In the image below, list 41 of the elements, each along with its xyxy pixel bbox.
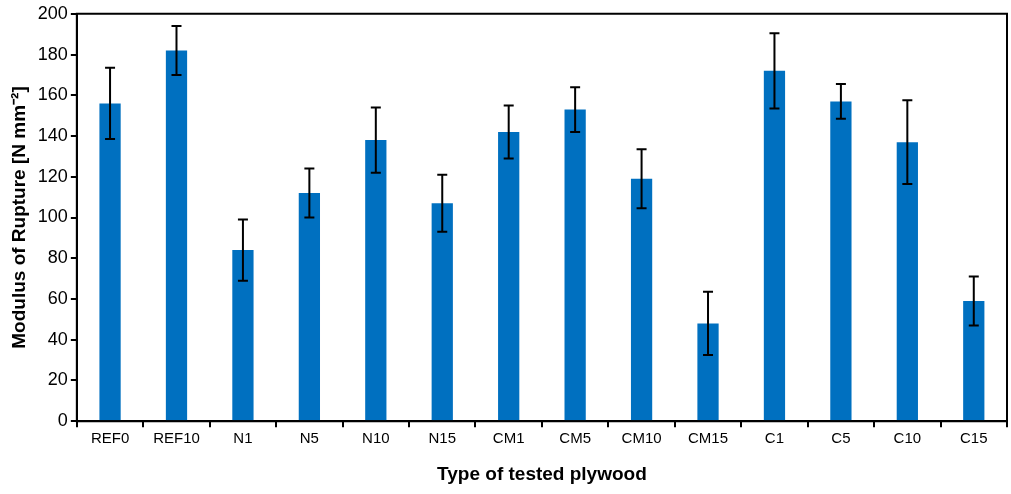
bar [298, 193, 321, 421]
x-tick-label: CM10 [621, 429, 662, 447]
y-tick-label: 140 [37, 124, 68, 145]
bar [232, 250, 254, 421]
y-tick-label: 120 [37, 165, 68, 186]
y-axis-title: Modulus of Rupture [N mm⁻²] [7, 86, 29, 349]
bar [99, 103, 121, 421]
x-tick-label: CM1 [492, 429, 525, 447]
bar [365, 140, 387, 421]
y-tick-label: 100 [37, 206, 68, 227]
bar [165, 50, 188, 421]
x-tick-label: C5 [831, 429, 851, 447]
bar [697, 323, 719, 421]
bar [763, 70, 786, 421]
x-tick-label: CM5 [559, 429, 591, 447]
y-tick-label: 0 [57, 410, 68, 431]
x-tick-label: CM15 [688, 429, 729, 447]
x-tick-label: N15 [428, 429, 457, 447]
bar [431, 203, 453, 421]
x-tick-label: N5 [299, 429, 319, 447]
y-tick-label: 80 [47, 247, 68, 268]
x-tick-label: REF0 [90, 429, 130, 447]
x-tick-label: N1 [233, 429, 253, 447]
y-tick-label: 20 [47, 369, 68, 390]
y-tick-label: 40 [47, 328, 68, 349]
x-tick-label: C10 [893, 429, 922, 447]
x-tick-label: N10 [362, 429, 390, 447]
y-tick-label: 180 [37, 43, 68, 64]
bar [630, 178, 653, 421]
x-axis-title: Type of tested plywood [437, 462, 647, 484]
bar [564, 109, 586, 421]
bar [830, 101, 852, 421]
bar [963, 301, 985, 421]
y-tick-label: 60 [47, 287, 68, 308]
x-tick-label: REF10 [153, 429, 200, 447]
bar [896, 142, 918, 421]
y-tick-label: 160 [37, 84, 68, 105]
x-tick-label: C1 [764, 429, 785, 447]
x-tick-label: C15 [960, 429, 988, 447]
bar [498, 131, 520, 421]
y-tick-label: 200 [37, 2, 68, 23]
